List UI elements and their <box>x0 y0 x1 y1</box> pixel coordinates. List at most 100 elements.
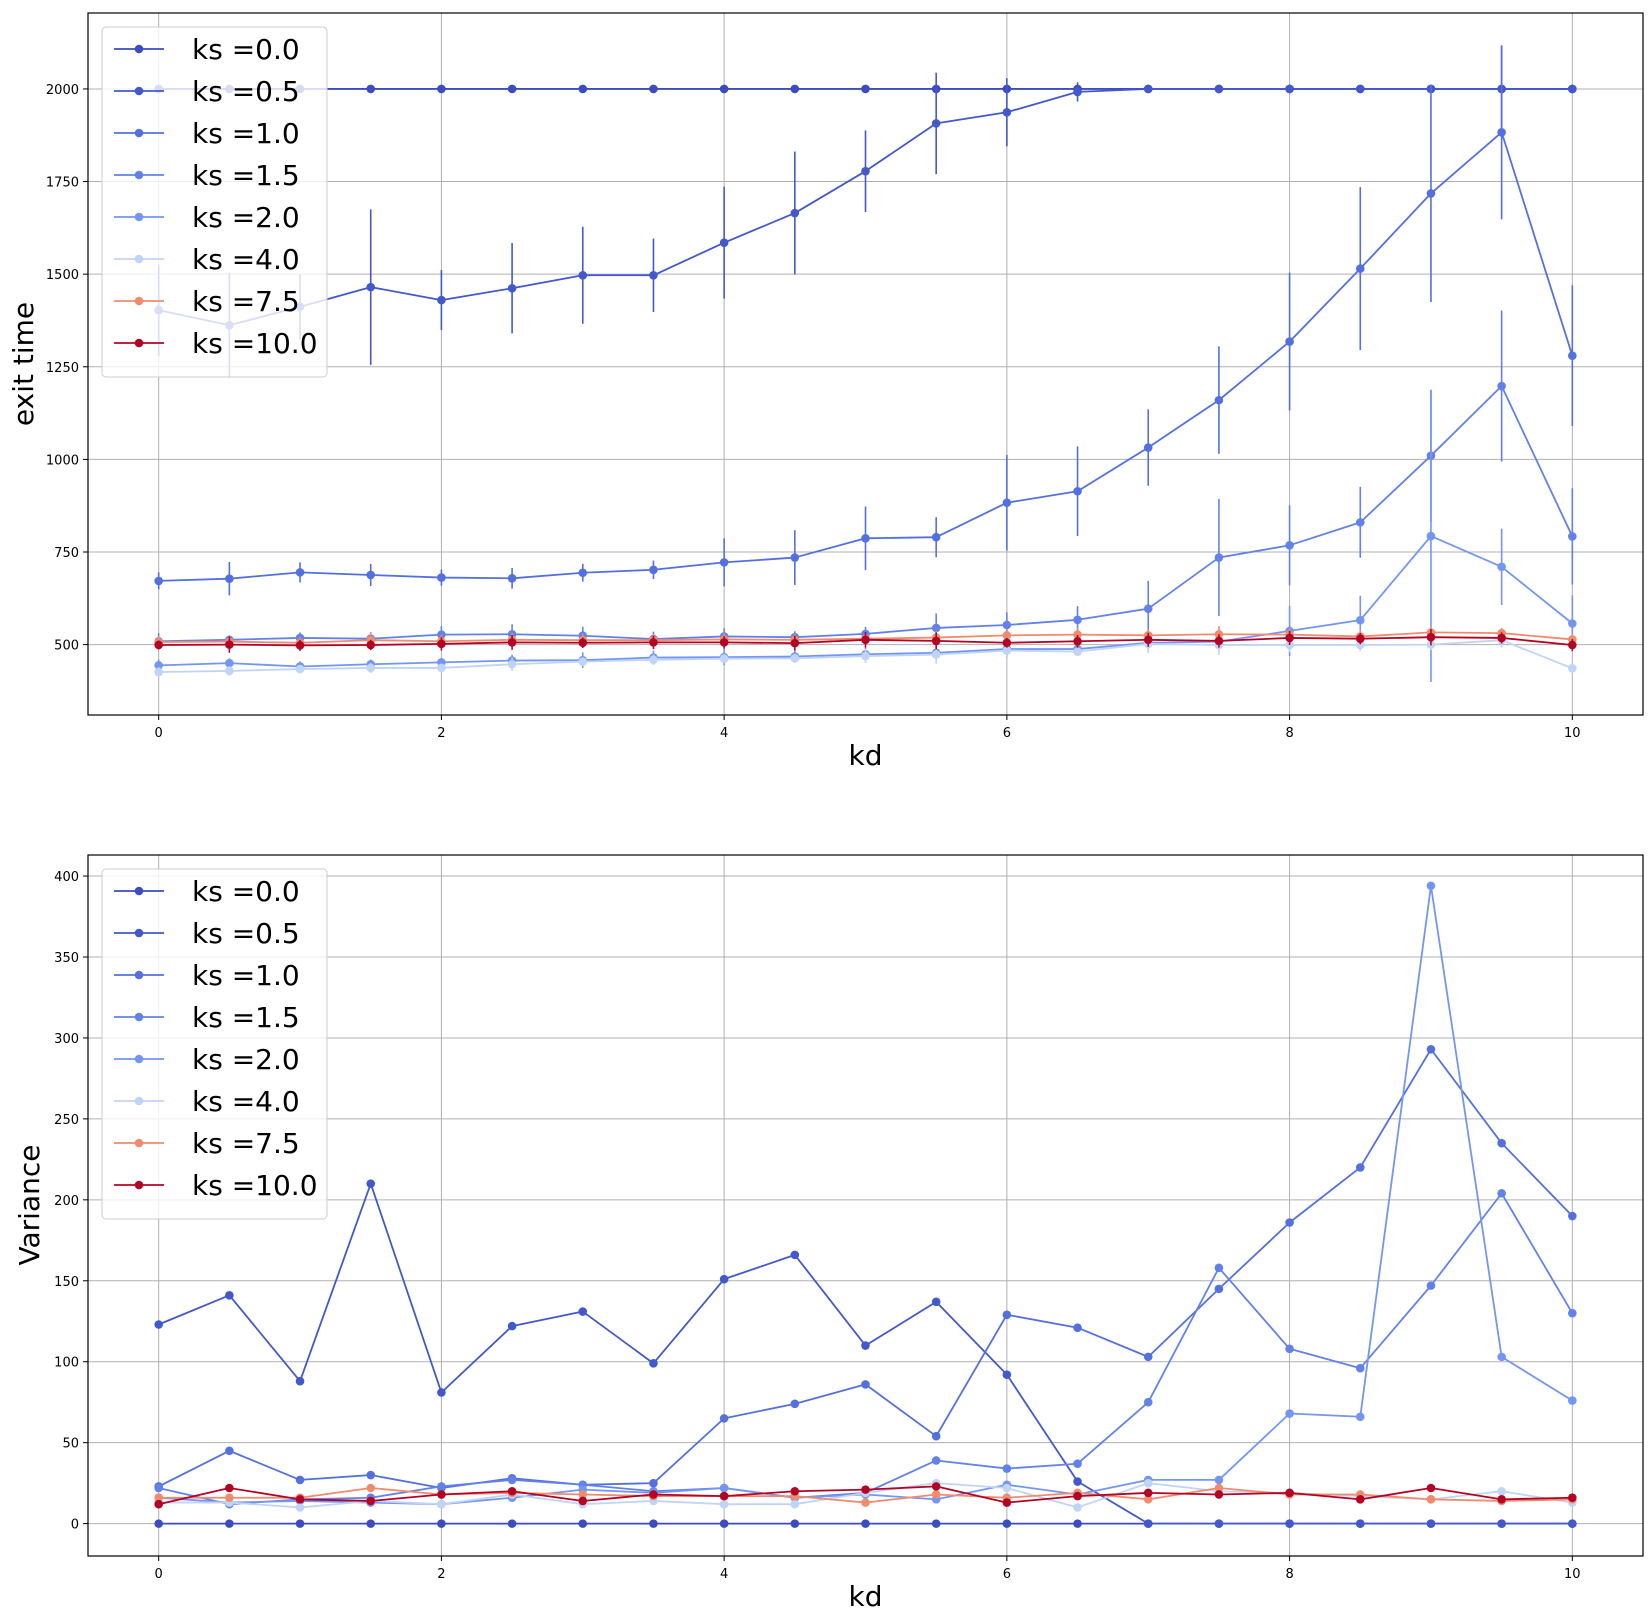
y-tick-label: 1750 <box>46 176 79 191</box>
x-tick-label: 10 <box>1564 1567 1581 1582</box>
data-point <box>578 1496 588 1506</box>
y-axis-label: Variance <box>13 1145 46 1266</box>
legend-swatch-marker <box>134 886 144 896</box>
legend-label: ks =1.0 <box>192 117 300 150</box>
data-point <box>1143 604 1153 613</box>
data-point <box>790 1399 800 1409</box>
data-point <box>1568 1211 1577 1221</box>
data-point <box>931 636 941 646</box>
x-axis-ticks: 0 2 4 6 8 10 <box>155 1556 1581 1582</box>
y-tick-label: 100 <box>54 1356 79 1371</box>
data-point <box>1355 1412 1365 1422</box>
y-tick-label: 1000 <box>46 453 79 468</box>
data-point <box>861 1341 870 1350</box>
data-point <box>719 84 729 94</box>
data-point <box>295 568 305 577</box>
data-point <box>437 1490 446 1499</box>
y-tick-label: 500 <box>54 639 79 654</box>
data-point <box>1002 638 1012 648</box>
legend-swatch-marker <box>134 338 144 348</box>
legend-label: ks =4.0 <box>192 243 300 276</box>
data-point <box>578 1490 588 1499</box>
data-point <box>1285 1409 1294 1418</box>
legend-swatch-marker <box>134 254 144 264</box>
data-point <box>295 664 305 674</box>
data-point <box>931 1482 941 1491</box>
data-point <box>437 573 446 582</box>
data-point <box>366 663 376 673</box>
data-point <box>790 1499 800 1509</box>
data-point <box>861 1485 870 1494</box>
data-point <box>154 640 163 650</box>
data-point <box>1002 1310 1012 1320</box>
data-point <box>1073 647 1082 656</box>
x-tick-label: 6 <box>1003 726 1011 741</box>
legend-swatch-marker <box>134 1096 144 1106</box>
data-point <box>1143 1495 1153 1504</box>
data-point <box>578 1307 588 1316</box>
legend-swatch-marker <box>134 86 144 96</box>
data-point <box>578 638 588 648</box>
data-point <box>1497 381 1506 391</box>
data-point <box>719 1491 729 1501</box>
data-point <box>861 1380 870 1389</box>
legend-swatch-marker <box>134 1012 144 1022</box>
data-point <box>154 1483 163 1493</box>
data-point <box>1143 84 1153 94</box>
data-point <box>225 1493 234 1503</box>
data-point <box>861 635 870 645</box>
data-point <box>790 208 800 218</box>
y-tick-label: 250 <box>54 1113 79 1128</box>
data-point <box>225 640 234 649</box>
series-ks0-5 <box>154 1179 1577 1528</box>
variance-chart: 0 2 4 6 8 10050100150200250300350400kdVarianc… <box>13 854 1644 1613</box>
data-point <box>1426 1495 1436 1504</box>
data-point <box>1568 532 1577 541</box>
y-axis-ticks: 500 750 1000 1250 1500 1750 2000 <box>46 83 88 654</box>
data-point <box>649 84 658 94</box>
legend-label: ks =0.0 <box>192 875 300 908</box>
x-axis-ticks: 0 2 4 6 8 10 <box>155 715 1581 741</box>
y-tick-label: 50 <box>62 1437 79 1452</box>
y-tick-label: 350 <box>54 951 79 966</box>
data-point <box>861 84 870 94</box>
y-tick-label: 150 <box>54 1275 79 1290</box>
data-point <box>154 1493 163 1503</box>
legend-label: ks =7.5 <box>192 1127 300 1160</box>
data-point <box>366 282 376 292</box>
data-point <box>507 1475 517 1485</box>
data-point <box>1073 1459 1082 1469</box>
data-point <box>1568 1396 1577 1405</box>
y-tick-label: 300 <box>54 1032 79 1047</box>
legend-swatch-marker <box>134 970 144 980</box>
data-point <box>1426 1281 1436 1290</box>
y-tick-label: 1250 <box>46 361 79 376</box>
data-point <box>154 1320 163 1329</box>
data-point <box>154 1499 163 1509</box>
y-tick-label: 1500 <box>46 268 79 283</box>
data-point <box>437 663 446 673</box>
legend-box <box>101 26 328 378</box>
data-point <box>931 1519 941 1528</box>
data-point <box>1568 640 1577 650</box>
data-point <box>1214 1263 1224 1273</box>
data-point <box>295 1503 305 1512</box>
data-point <box>719 1414 729 1423</box>
data-point <box>719 654 729 663</box>
series-group <box>154 45 1577 683</box>
data-point <box>1214 1519 1224 1528</box>
data-point <box>1214 395 1224 405</box>
data-point <box>1143 635 1153 645</box>
data-point <box>719 558 729 567</box>
legend: ks =0.0 ks =0.5 ks =1.0 ks =1.5 ks =2.0 ks =4… <box>101 868 328 1220</box>
legend-label: ks =2.0 <box>192 201 300 234</box>
data-point <box>507 659 517 669</box>
data-point <box>1426 881 1436 891</box>
series-ks4-0 <box>154 632 1577 677</box>
data-point <box>931 623 941 633</box>
data-point <box>507 574 517 583</box>
data-point <box>861 651 870 661</box>
data-point <box>1073 1519 1082 1528</box>
data-point <box>931 1431 941 1441</box>
data-point <box>1002 646 1012 655</box>
